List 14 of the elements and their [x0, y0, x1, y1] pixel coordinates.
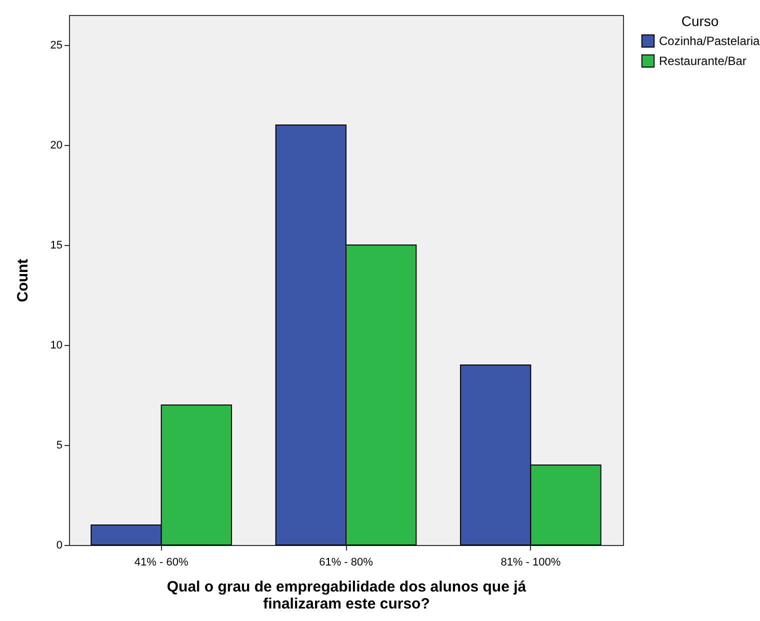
x-axis-title: Qual o grau de empregabilidade dos alunos que já finalizaram este curso?	[166, 578, 527, 612]
y-tick-label: 10	[50, 340, 62, 352]
y-tick-label: 15	[50, 240, 62, 252]
x-tick-label: 61% - 80%	[319, 556, 374, 568]
y-tick-label: 5	[56, 440, 62, 452]
y-tick-label: 0	[56, 540, 62, 552]
x-tick-label: 81% - 100%	[500, 556, 561, 568]
y-tick-label: 20	[50, 140, 62, 152]
y-axis-title: Count	[14, 258, 32, 302]
legend-label: Cozinha/Pastelaria	[659, 34, 760, 48]
x-tick-label: 41% - 60%	[134, 556, 188, 568]
legend-label: Restaurante/Bar	[659, 54, 746, 68]
y-tick-label: 25	[50, 40, 62, 52]
legend-title: Curso	[681, 13, 719, 29]
